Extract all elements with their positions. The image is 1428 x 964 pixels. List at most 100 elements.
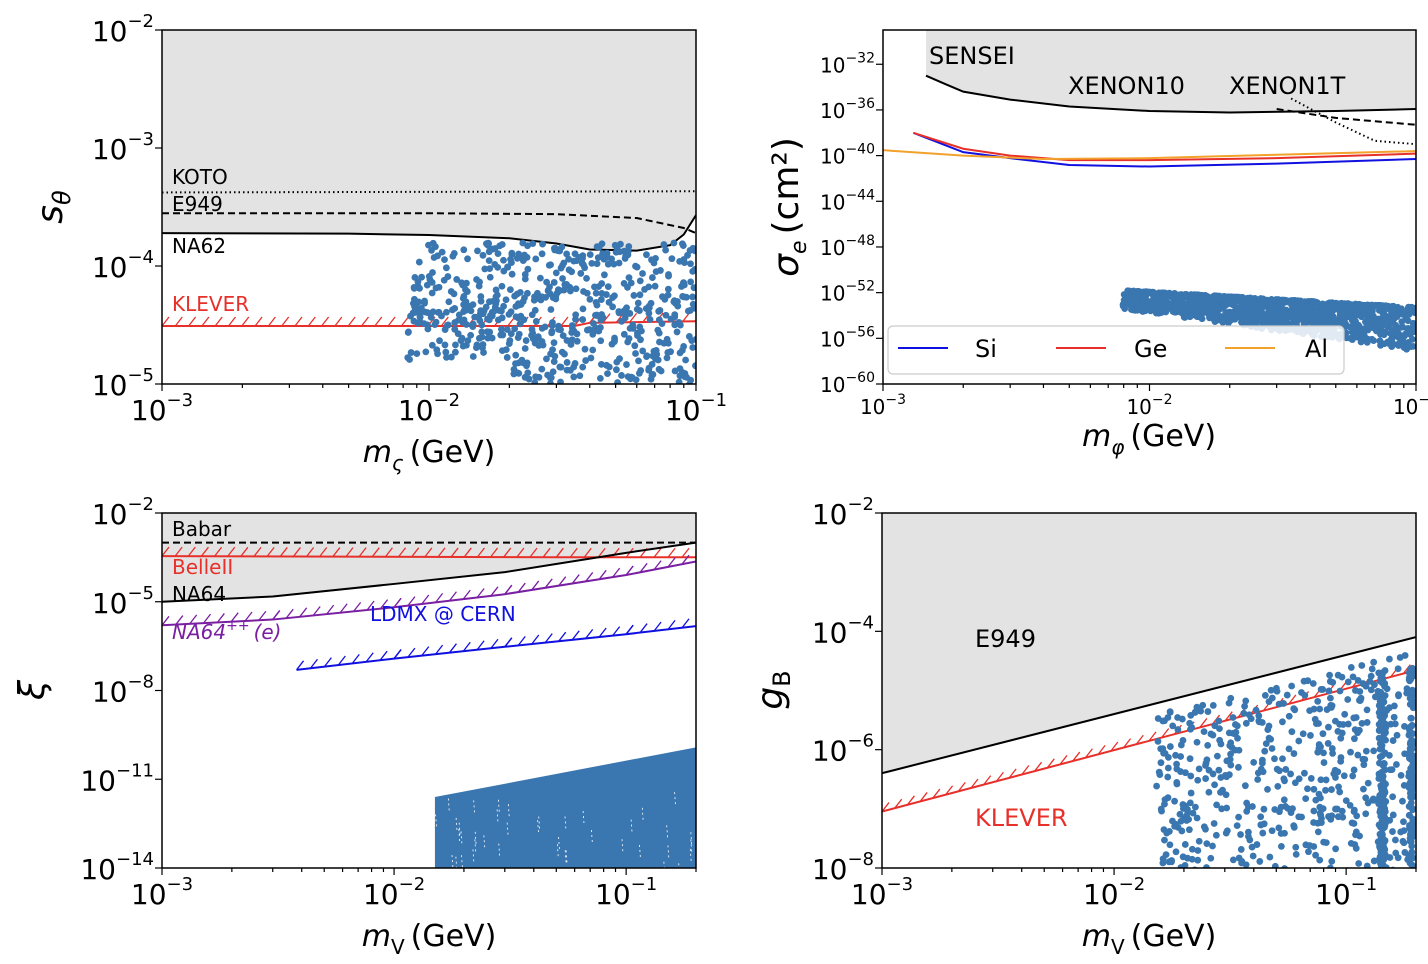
band-texture (435, 814, 437, 829)
data-point (532, 318, 540, 325)
data-point (460, 246, 468, 254)
data-point (458, 279, 466, 287)
data-point (1354, 729, 1362, 737)
line-si (913, 131, 1416, 168)
data-point (1379, 783, 1386, 791)
data-point (1395, 691, 1402, 699)
data-point (1267, 735, 1275, 743)
hatch-mark (162, 316, 170, 327)
band-texture (537, 820, 540, 835)
hatch-mark (504, 637, 513, 648)
data-point (482, 303, 490, 311)
data-point (1395, 869, 1402, 876)
hatch-mark (201, 316, 210, 327)
y-axis-label: sθ (30, 190, 76, 224)
data-point (1307, 775, 1315, 782)
band-texture (565, 850, 568, 865)
data-point (1382, 736, 1389, 744)
data-point (1227, 750, 1234, 758)
data-point (447, 353, 455, 361)
data-point (467, 331, 475, 339)
data-point (552, 269, 560, 277)
scatter-band (434, 747, 696, 868)
hatch-mark (421, 594, 430, 605)
data-point (1258, 756, 1266, 764)
data-point (1266, 853, 1274, 861)
data-point (1409, 780, 1416, 788)
data-point (621, 255, 629, 262)
data-point (415, 298, 423, 306)
plot-frame (881, 512, 1417, 869)
band-texture (498, 843, 501, 858)
data-point (539, 240, 546, 248)
y-axis-label-main: σ (766, 253, 807, 277)
data-point (544, 287, 552, 295)
data-point (1157, 299, 1165, 307)
data-point (676, 349, 684, 357)
data-point (1189, 809, 1197, 817)
data-point (535, 334, 542, 342)
hatch-mark (695, 556, 696, 558)
hatch-mark (214, 316, 223, 327)
data-point (670, 298, 678, 306)
hatch-mark (919, 792, 928, 802)
data-point (1241, 300, 1249, 308)
data-point (1204, 741, 1212, 749)
data-point (1285, 745, 1293, 753)
hatch-mark (384, 547, 393, 558)
data-point (1359, 755, 1367, 763)
hatch-mark (309, 658, 318, 669)
hatch-mark (187, 546, 196, 557)
data-point (604, 260, 612, 268)
data-point (534, 289, 541, 297)
hatch-mark (334, 316, 343, 327)
data-point (634, 299, 642, 307)
data-point (1190, 293, 1198, 301)
data-point (1158, 807, 1165, 815)
data-point (1319, 730, 1327, 738)
hatch-mark (695, 625, 696, 627)
hatch-mark (503, 547, 512, 558)
data-point (1346, 801, 1354, 809)
data-point (663, 354, 671, 362)
x-axis-label-main: m (1082, 919, 1111, 954)
line-klever (882, 669, 1416, 813)
data-point (1193, 814, 1201, 822)
data-point (1181, 841, 1189, 848)
data-point (524, 265, 532, 273)
data-point (1326, 671, 1333, 679)
data-point (648, 372, 656, 379)
data-point (1390, 702, 1398, 710)
data-point (1316, 705, 1324, 713)
data-point (1267, 686, 1275, 694)
data-point (605, 298, 613, 306)
data-point (577, 270, 585, 277)
data-point (1328, 786, 1335, 793)
hatch-mark (1046, 758, 1055, 769)
band-texture (461, 855, 463, 868)
annotation-babar: Babar (172, 517, 232, 541)
data-point (459, 342, 467, 350)
data-point (1209, 702, 1217, 709)
data-point (507, 308, 515, 316)
data-point (1225, 699, 1233, 707)
data-point (603, 361, 610, 369)
data-point (1327, 815, 1335, 823)
x-axis-label-unit: (GeV) (1130, 419, 1216, 454)
data-point (1211, 781, 1218, 789)
data-point (1276, 309, 1284, 316)
data-point (1382, 317, 1389, 324)
data-point (1242, 719, 1250, 727)
x-axis-label: mV (GeV) (1082, 919, 1217, 959)
data-point (645, 364, 653, 372)
hatch-mark (504, 584, 513, 595)
data-point (424, 309, 431, 316)
data-point (1221, 771, 1229, 779)
data-point (444, 273, 452, 280)
band-texture (674, 792, 676, 807)
data-point (1170, 292, 1178, 300)
data-point (1280, 700, 1287, 707)
data-point (670, 239, 678, 247)
data-point (1335, 783, 1342, 791)
data-point (1164, 794, 1172, 802)
